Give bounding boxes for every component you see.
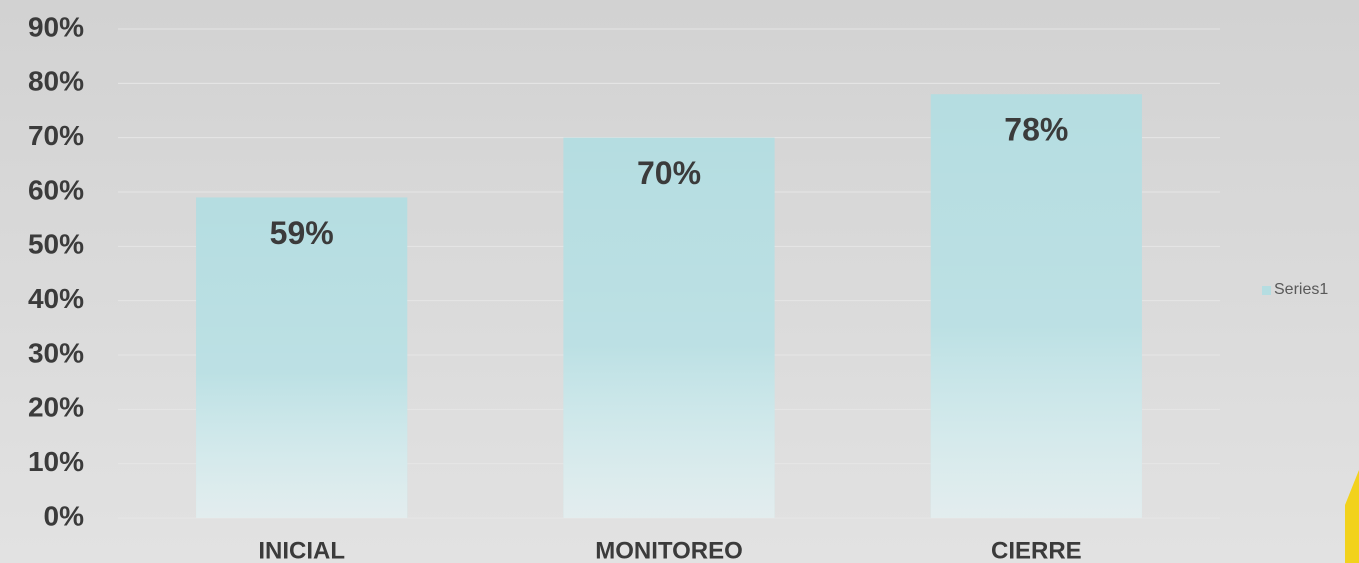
- y-tick-label: 60%: [28, 174, 84, 205]
- legend-swatch: [1262, 286, 1271, 295]
- y-tick-label: 70%: [28, 120, 84, 151]
- decoration: [1345, 470, 1359, 563]
- bar-shade: [196, 197, 408, 518]
- y-tick-label: 80%: [28, 66, 84, 97]
- value-label: 78%: [1004, 112, 1068, 148]
- value-label: 70%: [637, 155, 701, 191]
- y-tick-label: 30%: [28, 337, 84, 368]
- y-tick-label: 10%: [28, 446, 84, 477]
- x-tick-label: INICIAL: [258, 537, 345, 563]
- x-tick-label: MONITOREO: [595, 537, 743, 563]
- y-tick-label: 40%: [28, 283, 84, 314]
- value-label: 59%: [270, 215, 334, 251]
- y-tick-label: 50%: [28, 229, 84, 260]
- y-tick-label: 90%: [28, 11, 84, 42]
- bar-shade: [930, 94, 1142, 518]
- x-tick-label: CIERRE: [991, 537, 1082, 563]
- legend-label: Series1: [1274, 281, 1328, 298]
- bar-shade: [563, 137, 775, 518]
- y-tick-label: 20%: [28, 392, 84, 423]
- y-tick-label: 0%: [44, 500, 85, 531]
